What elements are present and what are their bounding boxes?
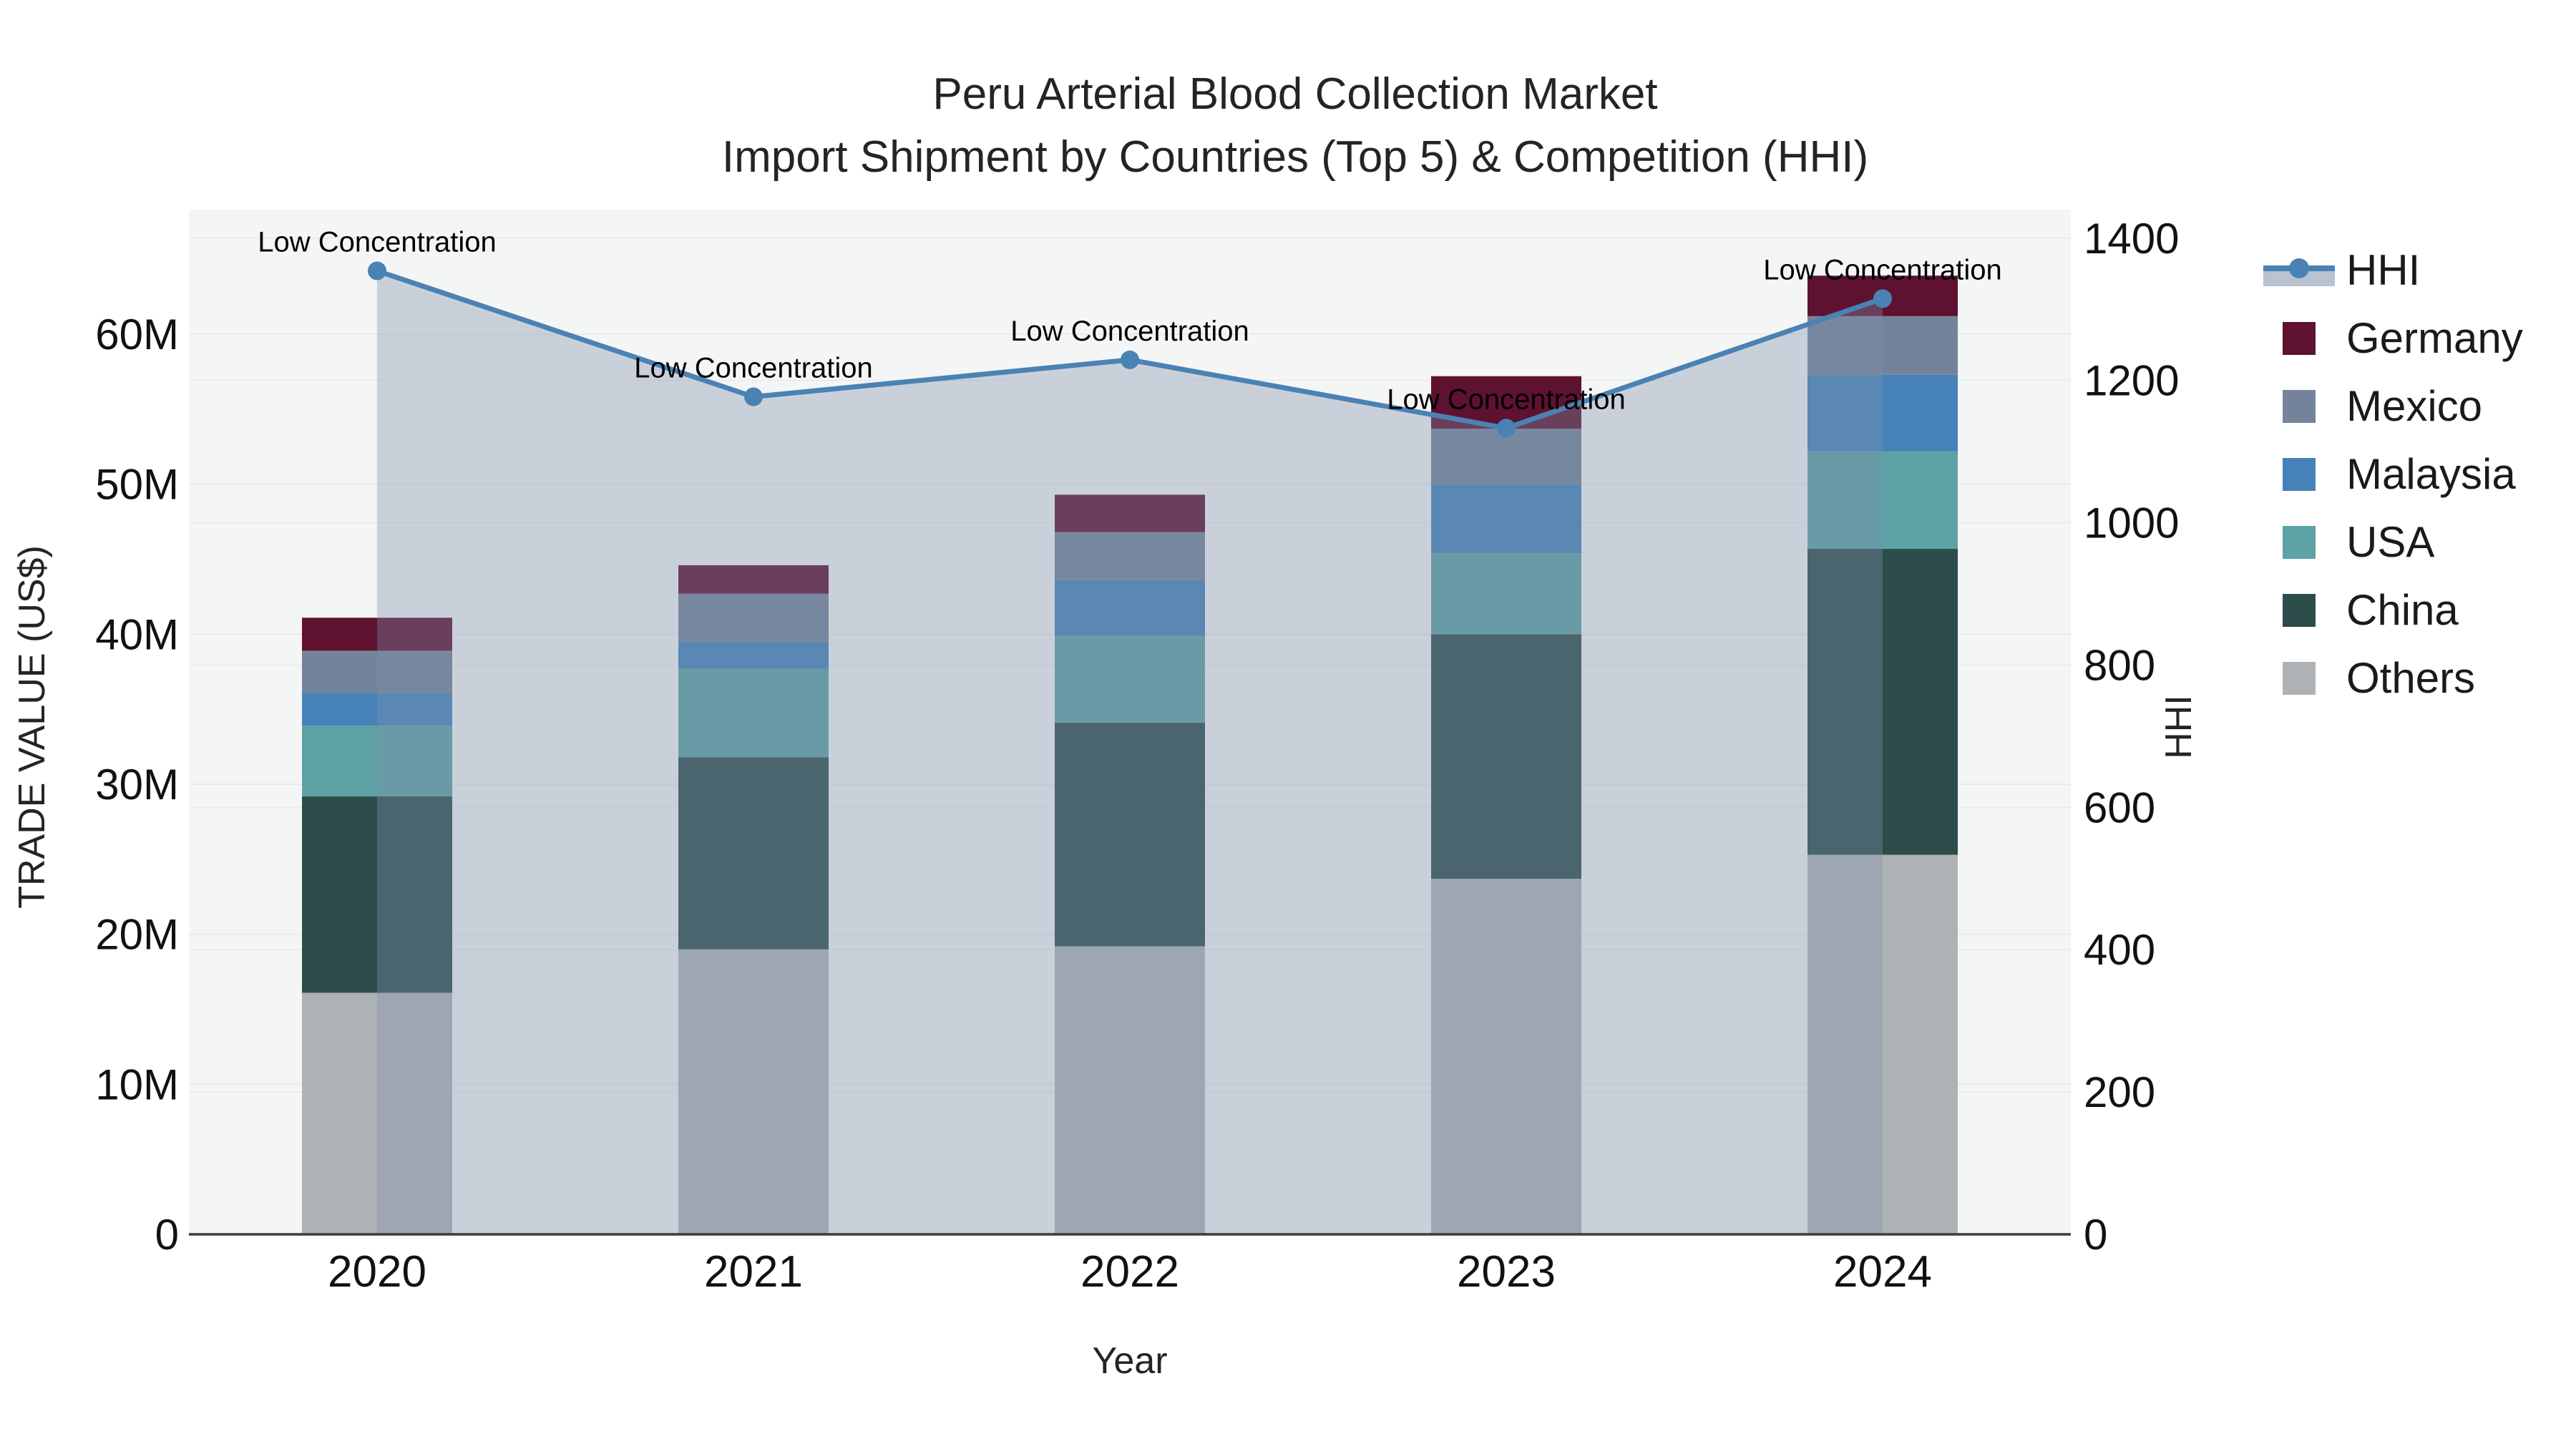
- y-left-tick-30M: 30M: [95, 761, 179, 809]
- annotation-2020: Low Concentration: [258, 227, 497, 258]
- bar-segment-malaysia-2020[interactable]: [302, 693, 452, 726]
- bar-segment-usa-2022[interactable]: [1055, 635, 1205, 723]
- bar-segment-mexico-2021[interactable]: [678, 593, 829, 642]
- bar-segment-china-2022[interactable]: [1055, 723, 1205, 947]
- chart-title-line1: Peru Arterial Blood Collection Market: [932, 69, 1658, 119]
- legend-item-mexico[interactable]: Mexico: [2263, 372, 2523, 440]
- bar-segment-germany-2021[interactable]: [678, 565, 829, 594]
- legend: HHI Germany Mexico Malaysia USA China Ot…: [2263, 236, 2523, 712]
- germany-swatch-icon: [2283, 321, 2316, 355]
- bar-segment-malaysia-2024[interactable]: [1807, 374, 1958, 452]
- bar-segment-others-2022[interactable]: [1055, 946, 1205, 1234]
- bar-segment-china-2024[interactable]: [1807, 548, 1958, 855]
- bar-segment-mexico-2023[interactable]: [1431, 429, 1581, 484]
- y-left-tick-60M: 60M: [95, 311, 179, 358]
- legend-label-others: Others: [2346, 654, 2476, 702]
- legend-label-germany: Germany: [2346, 314, 2523, 362]
- y-right-tick-600: 600: [2084, 784, 2155, 831]
- legend-label-hhi: HHI: [2346, 246, 2421, 294]
- annotation-2023: Low Concentration: [1387, 384, 1626, 415]
- y-right-tick-800: 800: [2084, 641, 2155, 689]
- x-tick-2020: 2020: [328, 1247, 426, 1297]
- hhi-line-swatch-icon: [2263, 254, 2335, 287]
- bar-segment-malaysia-2023[interactable]: [1431, 484, 1581, 554]
- x-axis-title: Year: [1092, 1340, 1168, 1382]
- x-tick-2023: 2023: [1457, 1247, 1556, 1297]
- x-tick-2022: 2022: [1080, 1247, 1179, 1297]
- legend-item-hhi[interactable]: HHI: [2263, 236, 2523, 304]
- bar-segment-others-2020[interactable]: [302, 992, 452, 1234]
- bar-segment-usa-2020[interactable]: [302, 726, 452, 796]
- y-left-tick-10M: 10M: [95, 1060, 179, 1108]
- bar-segment-china-2020[interactable]: [302, 796, 452, 993]
- malaysia-swatch-icon: [2283, 457, 2316, 491]
- bar-segment-china-2021[interactable]: [678, 757, 829, 950]
- bar-segment-mexico-2022[interactable]: [1055, 532, 1205, 580]
- legend-item-germany[interactable]: Germany: [2263, 304, 2523, 372]
- x-tick-2024: 2024: [1833, 1247, 1932, 1297]
- legend-label-mexico: Mexico: [2346, 382, 2483, 430]
- x-tick-2021: 2021: [704, 1247, 803, 1297]
- y-left-tick-40M: 40M: [95, 610, 179, 658]
- y-left-tick-50M: 50M: [95, 461, 179, 509]
- y-right-tick-1400: 1400: [2084, 215, 2179, 263]
- annotation-2021: Low Concentration: [634, 353, 873, 384]
- hhi-marker-2020[interactable]: [368, 261, 386, 280]
- others-swatch-icon: [2283, 661, 2316, 695]
- legend-item-usa[interactable]: USA: [2263, 508, 2523, 576]
- bar-segment-germany-2022[interactable]: [1055, 494, 1205, 532]
- bar-segment-malaysia-2022[interactable]: [1055, 580, 1205, 636]
- bar-segment-germany-2020[interactable]: [302, 618, 452, 651]
- bar-segment-others-2023[interactable]: [1431, 879, 1581, 1234]
- y-right-axis-title: HHI: [2158, 695, 2200, 759]
- bar-segment-others-2021[interactable]: [678, 949, 829, 1234]
- legend-label-china: China: [2346, 586, 2459, 634]
- bar-segment-malaysia-2021[interactable]: [678, 641, 829, 669]
- y-left-tick-0: 0: [155, 1211, 179, 1259]
- bar-segment-others-2024[interactable]: [1807, 854, 1958, 1234]
- china-swatch-icon: [2283, 593, 2316, 627]
- legend-item-china[interactable]: China: [2263, 576, 2523, 644]
- y-right-tick-200: 200: [2084, 1068, 2155, 1116]
- hhi-marker-2022[interactable]: [1121, 350, 1139, 369]
- y-right-tick-400: 400: [2084, 926, 2155, 974]
- y-right-tick-1000: 1000: [2084, 499, 2179, 547]
- chart-title: Peru Arterial Blood Collection Market Im…: [0, 63, 2576, 189]
- hhi-marker-icon: [2289, 258, 2309, 278]
- hhi-marker-2024[interactable]: [1873, 289, 1892, 308]
- y-right-tick-0: 0: [2084, 1211, 2107, 1259]
- hhi-marker-2023[interactable]: [1497, 419, 1516, 438]
- y-right-tick-1200: 1200: [2084, 357, 2179, 405]
- usa-swatch-icon: [2283, 525, 2316, 559]
- bar-segment-usa-2024[interactable]: [1807, 451, 1958, 549]
- mexico-swatch-icon: [2283, 389, 2316, 423]
- hhi-area-band-icon: [2263, 270, 2335, 286]
- hhi-area-fill: [377, 270, 1883, 1234]
- bar-segment-usa-2023[interactable]: [1431, 553, 1581, 635]
- chart-title-line2: Import Shipment by Countries (Top 5) & C…: [721, 132, 1869, 182]
- legend-label-malaysia: Malaysia: [2346, 450, 2516, 498]
- y-left-axis-title: TRADE VALUE (US$): [11, 545, 53, 909]
- legend-item-malaysia[interactable]: Malaysia: [2263, 440, 2523, 508]
- annotation-2022: Low Concentration: [1010, 316, 1249, 347]
- legend-label-usa: USA: [2346, 518, 2435, 566]
- y-left-tick-20M: 20M: [95, 911, 179, 959]
- bar-segment-mexico-2020[interactable]: [302, 650, 452, 693]
- bar-segment-usa-2021[interactable]: [678, 668, 829, 758]
- legend-item-others[interactable]: Others: [2263, 644, 2523, 712]
- bar-segment-mexico-2024[interactable]: [1807, 316, 1958, 375]
- annotation-2024: Low Concentration: [1763, 254, 2002, 286]
- hhi-marker-2021[interactable]: [744, 387, 763, 406]
- bar-segment-china-2023[interactable]: [1431, 634, 1581, 879]
